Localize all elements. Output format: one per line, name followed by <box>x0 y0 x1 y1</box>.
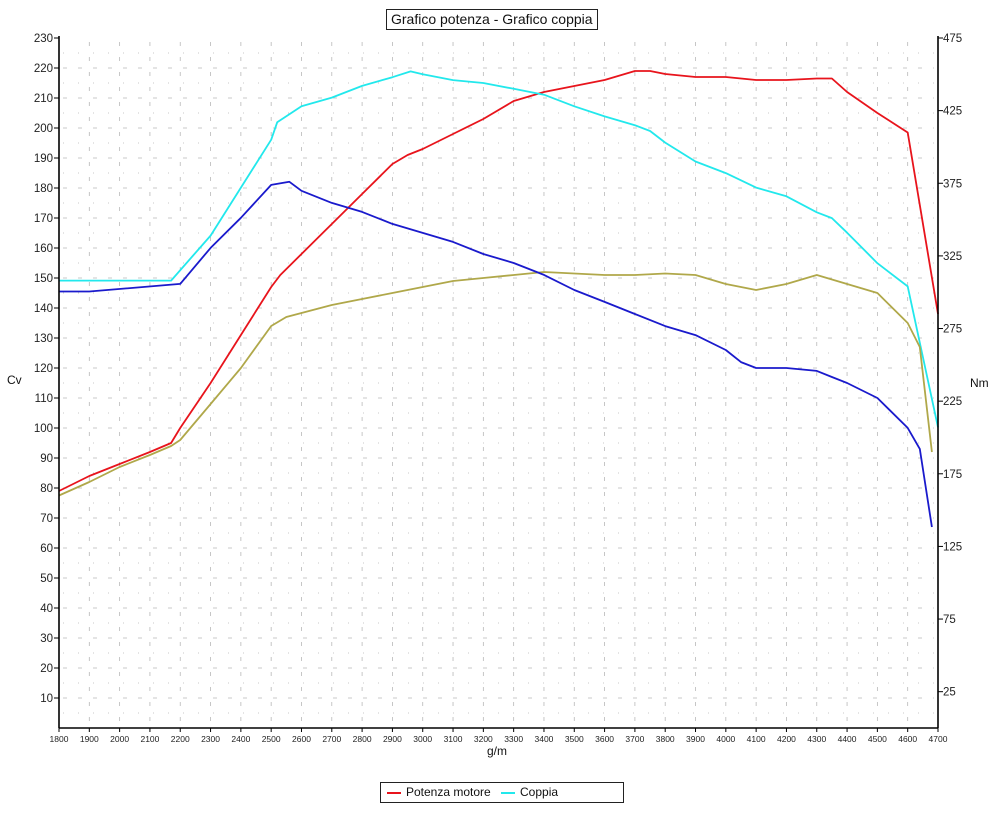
svg-text:25: 25 <box>943 687 956 699</box>
svg-text:2900: 2900 <box>383 734 402 744</box>
x-axis-label: g/m <box>487 744 508 758</box>
svg-text:75: 75 <box>943 614 956 626</box>
svg-text:170: 170 <box>34 213 53 225</box>
svg-text:325: 325 <box>943 251 962 263</box>
svg-text:4600: 4600 <box>898 734 917 744</box>
data-series <box>58 70 939 528</box>
y-right-axis-label: Nm <box>970 376 989 390</box>
svg-text:180: 180 <box>34 183 53 195</box>
svg-text:20: 20 <box>40 663 53 675</box>
svg-text:70: 70 <box>40 513 53 525</box>
svg-text:4300: 4300 <box>807 734 826 744</box>
svg-text:475: 475 <box>943 33 962 45</box>
svg-text:110: 110 <box>35 393 53 405</box>
legend: Potenza motore Coppia <box>380 782 624 803</box>
svg-text:3900: 3900 <box>686 734 705 744</box>
svg-text:2500: 2500 <box>262 734 281 744</box>
svg-text:4100: 4100 <box>747 734 766 744</box>
svg-text:3400: 3400 <box>535 734 554 744</box>
svg-text:4400: 4400 <box>838 734 857 744</box>
legend-swatch-cyan <box>501 791 515 794</box>
svg-text:30: 30 <box>40 633 53 645</box>
svg-text:3700: 3700 <box>625 734 644 744</box>
legend-item-coppia: Coppia <box>501 783 558 802</box>
grid-lines <box>63 42 934 724</box>
svg-text:1800: 1800 <box>50 734 69 744</box>
svg-text:275: 275 <box>943 324 962 336</box>
svg-text:60: 60 <box>40 543 53 555</box>
svg-text:90: 90 <box>40 453 53 465</box>
svg-text:4500: 4500 <box>868 734 887 744</box>
svg-text:3200: 3200 <box>474 734 493 744</box>
svg-text:2400: 2400 <box>231 734 250 744</box>
svg-text:80: 80 <box>40 483 53 495</box>
svg-text:160: 160 <box>34 243 53 255</box>
svg-text:125: 125 <box>943 541 962 553</box>
svg-text:3600: 3600 <box>595 734 614 744</box>
svg-text:140: 140 <box>34 303 53 315</box>
legend-item-potenza: Potenza motore <box>387 783 491 802</box>
svg-text:200: 200 <box>34 123 53 135</box>
svg-text:3800: 3800 <box>656 734 675 744</box>
svg-text:3500: 3500 <box>565 734 584 744</box>
legend-label: Potenza motore <box>406 785 491 799</box>
svg-text:3100: 3100 <box>444 734 463 744</box>
svg-text:225: 225 <box>943 396 962 408</box>
svg-text:10: 10 <box>40 693 53 705</box>
axes: 10 20 30 40 50 60 70 80 90 100 110 120 130 140 150 160 1… <box>34 33 962 744</box>
svg-text:4000: 4000 <box>716 734 735 744</box>
svg-text:150: 150 <box>34 273 53 285</box>
svg-text:175: 175 <box>943 469 962 481</box>
svg-text:230: 230 <box>34 33 53 45</box>
legend-label: Coppia <box>520 785 559 799</box>
svg-text:425: 425 <box>943 106 962 118</box>
y-left-axis-label: Cv <box>7 373 22 387</box>
svg-text:120: 120 <box>34 363 53 375</box>
svg-text:3000: 3000 <box>413 734 432 744</box>
svg-text:3300: 3300 <box>504 734 523 744</box>
svg-text:2100: 2100 <box>140 734 159 744</box>
svg-text:2000: 2000 <box>110 734 129 744</box>
svg-text:190: 190 <box>34 153 53 165</box>
svg-text:2700: 2700 <box>322 734 341 744</box>
svg-text:2300: 2300 <box>201 734 220 744</box>
svg-text:130: 130 <box>34 333 53 345</box>
chart-title: Grafico potenza - Grafico coppia <box>386 9 598 30</box>
legend-swatch-red <box>387 791 401 794</box>
svg-text:375: 375 <box>943 178 962 190</box>
svg-text:100: 100 <box>34 423 53 435</box>
svg-text:210: 210 <box>34 93 53 105</box>
svg-text:50: 50 <box>40 573 53 585</box>
svg-text:4200: 4200 <box>777 734 796 744</box>
svg-text:40: 40 <box>40 603 53 615</box>
svg-text:220: 220 <box>34 63 53 75</box>
svg-text:2200: 2200 <box>171 734 190 744</box>
svg-text:1900: 1900 <box>80 734 99 744</box>
svg-text:4700: 4700 <box>929 734 948 744</box>
svg-text:2600: 2600 <box>292 734 311 744</box>
svg-text:2800: 2800 <box>353 734 372 744</box>
